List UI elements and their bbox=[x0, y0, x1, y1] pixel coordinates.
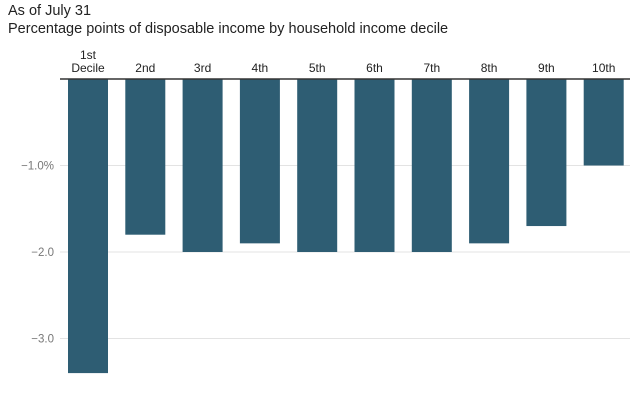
category-label: Decile bbox=[71, 61, 105, 75]
y-tick-label: −1.0% bbox=[21, 161, 54, 173]
bar bbox=[125, 79, 166, 235]
category-label: 8th bbox=[481, 61, 498, 75]
category-label: 4th bbox=[252, 61, 269, 75]
bar bbox=[354, 79, 395, 252]
category-label: 3rd bbox=[194, 61, 211, 75]
category-label: 6th bbox=[366, 61, 383, 75]
category-label: 7th bbox=[423, 61, 440, 75]
bar bbox=[469, 79, 510, 244]
y-tick-label: −3.0 bbox=[31, 334, 54, 346]
bar bbox=[182, 79, 223, 252]
category-label: 5th bbox=[309, 61, 326, 75]
chart-title: As of July 31 bbox=[8, 3, 92, 19]
category-label: 9th bbox=[538, 61, 555, 75]
bar bbox=[583, 79, 624, 166]
y-tick-label: −2.0 bbox=[31, 247, 54, 259]
chart-subtitle: Percentage points of disposable income b… bbox=[8, 21, 449, 37]
bar bbox=[411, 79, 452, 252]
category-label: 10th bbox=[592, 61, 615, 75]
category-label: 1st bbox=[80, 48, 97, 62]
bar bbox=[239, 79, 280, 244]
bar bbox=[526, 79, 567, 227]
bar bbox=[297, 79, 338, 252]
bar bbox=[68, 79, 108, 374]
category-label: 2nd bbox=[135, 61, 155, 75]
